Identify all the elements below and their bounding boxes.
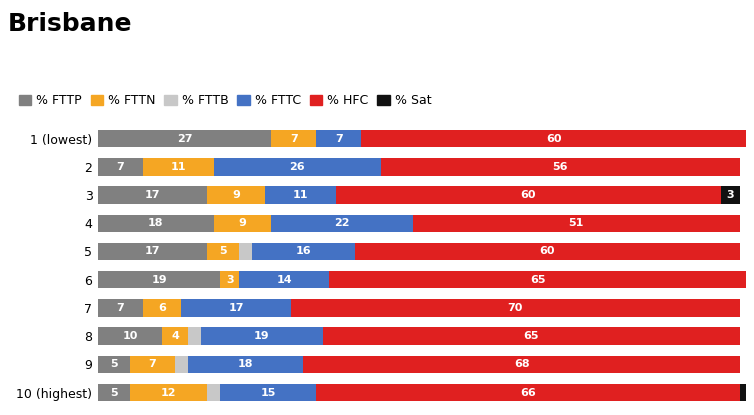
Bar <box>271 215 412 232</box>
Text: 7: 7 <box>117 303 124 313</box>
Text: Brisbane: Brisbane <box>8 12 132 37</box>
Text: 11: 11 <box>170 162 186 172</box>
Text: 19: 19 <box>254 331 269 341</box>
Text: 60: 60 <box>520 190 536 200</box>
Text: 16: 16 <box>296 247 311 256</box>
Bar <box>98 384 130 401</box>
Bar <box>188 356 303 373</box>
Bar <box>98 130 271 147</box>
Bar <box>317 130 361 147</box>
Bar <box>98 327 162 345</box>
Bar <box>98 158 143 176</box>
Text: 4: 4 <box>171 331 179 341</box>
Text: 7: 7 <box>335 134 342 144</box>
Bar <box>98 356 130 373</box>
Bar <box>740 384 753 401</box>
Legend: % FTTP, % FTTN, % FTTB, % FTTC, % HFC, % Sat: % FTTP, % FTTN, % FTTB, % FTTC, % HFC, %… <box>14 89 437 112</box>
Text: 5: 5 <box>219 247 227 256</box>
Text: 17: 17 <box>145 247 161 256</box>
Text: 10: 10 <box>122 331 138 341</box>
Bar <box>317 384 740 401</box>
Bar <box>265 186 336 204</box>
Bar <box>98 215 213 232</box>
Bar <box>323 327 740 345</box>
Bar <box>329 271 746 288</box>
Text: 6: 6 <box>158 303 166 313</box>
Bar <box>213 215 271 232</box>
Text: 65: 65 <box>530 275 546 285</box>
Bar <box>220 271 239 288</box>
Text: 70: 70 <box>507 303 523 313</box>
Text: 60: 60 <box>540 247 555 256</box>
Text: 7: 7 <box>117 162 124 172</box>
Bar <box>98 243 207 260</box>
Text: 14: 14 <box>277 275 292 285</box>
Text: 26: 26 <box>290 162 305 172</box>
Bar <box>721 186 740 204</box>
Bar <box>213 158 381 176</box>
Text: 12: 12 <box>161 388 176 398</box>
Bar <box>130 384 207 401</box>
Text: 27: 27 <box>177 134 192 144</box>
Bar <box>130 356 175 373</box>
Bar <box>98 186 207 204</box>
Text: 5: 5 <box>110 388 118 398</box>
Text: 9: 9 <box>232 190 240 200</box>
Bar <box>207 243 239 260</box>
Text: 60: 60 <box>546 134 562 144</box>
Bar <box>412 215 740 232</box>
Bar <box>361 130 746 147</box>
Text: 22: 22 <box>334 218 350 228</box>
Bar <box>207 186 265 204</box>
Text: 56: 56 <box>553 162 568 172</box>
Bar <box>239 243 252 260</box>
Bar <box>182 299 290 317</box>
Text: 17: 17 <box>145 190 161 200</box>
Bar <box>207 384 220 401</box>
Text: 18: 18 <box>148 218 164 228</box>
Text: 17: 17 <box>228 303 244 313</box>
Bar <box>201 327 323 345</box>
Text: 68: 68 <box>514 359 529 369</box>
Text: 7: 7 <box>290 134 298 144</box>
Bar <box>143 158 213 176</box>
Bar <box>303 356 740 373</box>
Bar <box>143 299 182 317</box>
Bar <box>336 186 721 204</box>
Text: 3: 3 <box>225 275 234 285</box>
Bar <box>355 243 740 260</box>
Text: 19: 19 <box>152 275 167 285</box>
Text: 5: 5 <box>110 359 118 369</box>
Bar <box>175 356 188 373</box>
Text: 9: 9 <box>238 218 247 228</box>
Text: 3: 3 <box>727 190 734 200</box>
Bar <box>162 327 188 345</box>
Text: 18: 18 <box>238 359 253 369</box>
Bar <box>290 299 740 317</box>
Text: 11: 11 <box>293 190 308 200</box>
Bar <box>271 130 317 147</box>
Bar <box>98 271 220 288</box>
Bar <box>381 158 740 176</box>
Text: 15: 15 <box>260 388 276 398</box>
Text: 51: 51 <box>569 218 584 228</box>
Bar <box>239 271 329 288</box>
Bar <box>188 327 201 345</box>
Text: 66: 66 <box>520 388 536 398</box>
Bar <box>252 243 355 260</box>
Text: 65: 65 <box>523 331 539 341</box>
Bar <box>98 299 143 317</box>
Bar <box>220 384 317 401</box>
Text: 7: 7 <box>149 359 157 369</box>
